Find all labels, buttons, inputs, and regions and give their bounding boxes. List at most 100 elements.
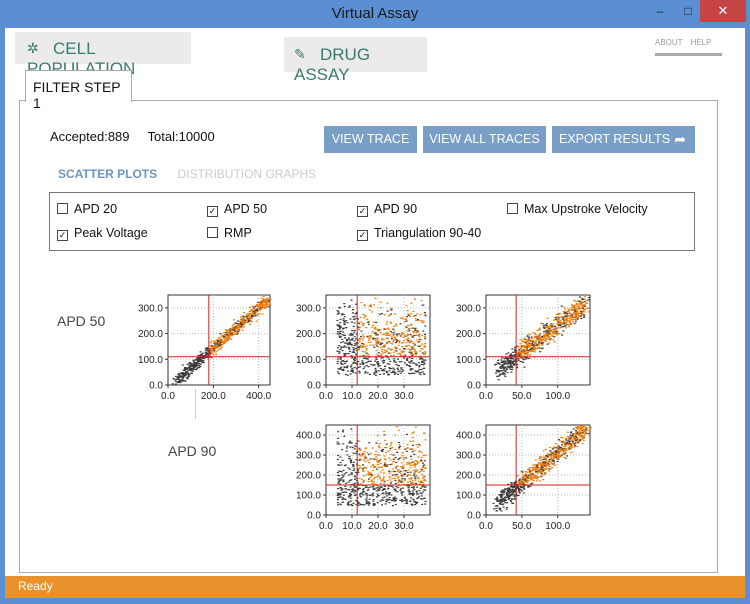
data-point [374,326,377,328]
data-point [556,316,559,318]
data-point [378,344,381,346]
maximize-button[interactable]: □ [684,4,692,18]
data-point [194,364,197,366]
data-point [503,357,506,360]
data-point [394,372,397,374]
data-point [236,326,239,328]
data-point [529,348,532,350]
data-point [579,439,582,441]
data-point [232,319,235,321]
data-point [379,471,382,473]
data-point [563,453,566,455]
data-point [524,349,527,352]
data-point [564,325,567,327]
close-button[interactable]: ✕ [700,0,746,22]
view-all-traces-button[interactable]: VIEW ALL TRACES [423,126,546,153]
data-point [421,343,424,345]
checkbox-box[interactable]: ✓ [57,230,68,241]
data-point [531,337,534,340]
data-point [376,334,379,336]
checkbox-apd-50[interactable]: ✓ APD 50 [207,202,267,217]
minimize-button[interactable]: – [656,4,664,18]
checkbox-box[interactable]: ✓ [207,206,218,217]
data-point [230,328,233,330]
data-point [538,337,541,339]
data-point [388,485,391,487]
checkbox-max-upstroke-velocity[interactable]: Max Upstroke Velocity [507,202,648,216]
data-point [504,488,507,490]
tab-scatter-plots[interactable]: SCATTER PLOTS [58,167,158,181]
checkbox-box[interactable]: ✓ [357,230,368,241]
data-point [547,470,550,472]
data-point [525,477,528,480]
data-point [348,334,351,336]
about-link[interactable]: ABOUT [655,38,683,47]
data-point [406,501,409,503]
checkbox-apd-20[interactable]: APD 20 [57,202,117,216]
data-point [503,498,506,500]
data-point [507,362,510,364]
data-point [583,304,586,306]
data-point [252,310,255,313]
data-point [361,350,364,353]
data-point [337,372,340,375]
data-point [360,455,363,457]
data-point [520,350,523,352]
data-point [424,359,427,361]
tab-filter-step-1[interactable]: FILTER STEP 1 [25,70,132,111]
data-point [229,334,232,336]
data-point [577,304,580,306]
data-point [367,501,370,503]
data-point [412,330,415,333]
data-point [505,353,508,355]
data-point [514,363,517,365]
help-link[interactable]: HELP [690,38,712,47]
data-point [541,335,544,338]
data-point [566,431,569,433]
checkbox-box[interactable] [57,203,68,214]
data-point [267,300,270,302]
data-point [504,357,507,359]
data-point [374,340,377,342]
data-point [254,309,257,311]
data-point [358,458,361,460]
data-point [385,446,388,449]
checkbox-box[interactable] [207,227,218,238]
data-point [546,328,549,330]
data-point [409,365,412,368]
checkbox-apd-90[interactable]: ✓ APD 90 [357,202,417,217]
export-results-button[interactable]: EXPORT RESULTS ➦ [552,126,695,153]
drug-assay-nav[interactable]: ✎ DRUG ASSAY [284,37,427,84]
checkbox-rmp[interactable]: RMP [207,226,252,240]
data-point [419,444,422,447]
data-point [571,319,574,321]
checkbox-box[interactable]: ✓ [357,206,368,217]
tab-distribution-graphs[interactable]: DISTRIBUTION GRAPHS [177,167,317,181]
data-point [386,337,389,339]
data-point [246,316,249,318]
data-point [513,498,516,500]
data-point [554,464,557,466]
cell-population-nav[interactable]: ✲ CELL POPULATION [15,32,191,78]
data-point [580,434,583,436]
data-point [336,319,339,322]
data-point [358,453,361,455]
data-point [372,304,375,306]
data-point [517,494,520,496]
checkbox-box[interactable] [507,203,518,214]
data-point [545,455,548,458]
data-point [577,441,580,443]
data-point [575,313,578,315]
data-point [414,501,417,503]
data-point [252,314,255,316]
data-point [511,362,514,364]
data-point [370,363,373,366]
data-point [386,302,389,304]
view-trace-button[interactable]: VIEW TRACE [324,126,417,153]
checkbox-triangulation-90-40[interactable]: ✓ Triangulation 90-40 [357,226,481,241]
data-point [362,334,365,336]
data-point [362,475,365,477]
checkbox-peak-voltage[interactable]: ✓ Peak Voltage [57,226,148,241]
data-point [352,490,355,492]
data-point [509,360,512,362]
